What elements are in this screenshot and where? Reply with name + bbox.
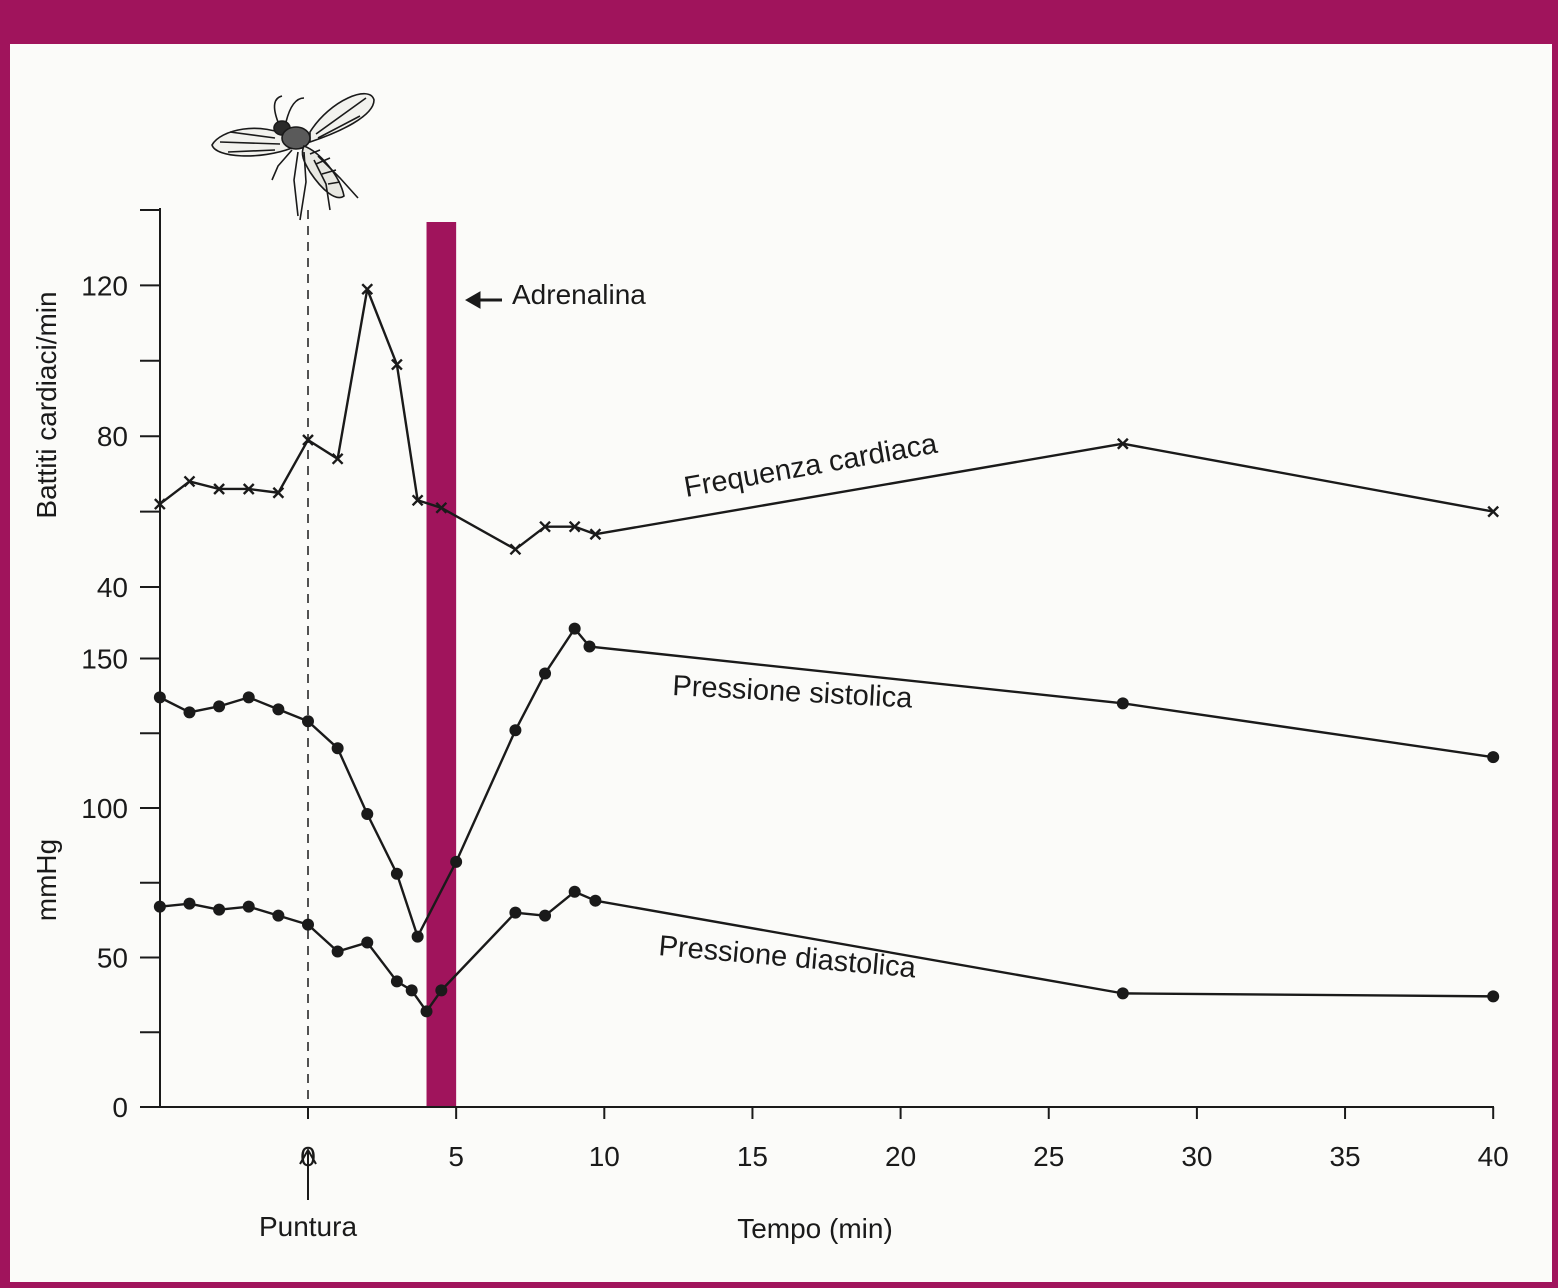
x-tick-label: 25: [1033, 1141, 1064, 1172]
data-point: [302, 434, 314, 446]
data-point: [213, 903, 226, 916]
x-tick-label: 15: [737, 1141, 768, 1172]
data-point: [154, 498, 166, 510]
data-point: [361, 807, 374, 820]
data-point: [435, 501, 448, 514]
data-point: [390, 867, 403, 880]
data-point: [420, 1005, 433, 1018]
data-point: [153, 900, 166, 913]
data-point: [509, 543, 522, 556]
y-ticks-pressure: 0 50 100 150: [81, 644, 160, 1123]
series-heart-rate: [154, 283, 1500, 556]
data-point: [568, 622, 581, 635]
y-tick-label: 40: [97, 572, 128, 603]
data-point: [435, 984, 448, 997]
series-systolic: [153, 622, 1500, 943]
y-tick-label: 150: [81, 644, 128, 675]
data-point: [153, 691, 166, 704]
data-point: [539, 667, 552, 680]
data-point: [213, 700, 226, 713]
data-point: [1116, 697, 1129, 710]
series-label-diastolic: Pressione diastolica: [657, 930, 918, 984]
y-axis-label-pressure: mmHg: [31, 839, 62, 921]
wasp-icon: [211, 93, 375, 221]
data-point: [411, 494, 424, 507]
series-line: [159, 287, 1494, 551]
y-tick-label: 100: [81, 793, 128, 824]
data-point: [272, 703, 285, 716]
data-point: [272, 486, 285, 499]
data-point: [1487, 990, 1500, 1003]
sting-arrow-icon: [299, 1147, 317, 1200]
data-point: [361, 283, 374, 296]
data-point: [183, 475, 196, 488]
data-point: [242, 900, 255, 913]
adrenaline-bar: [426, 222, 457, 1107]
data-point: [1487, 505, 1500, 518]
data-point: [391, 358, 403, 371]
data-point: [411, 930, 424, 943]
data-point: [1116, 437, 1129, 450]
x-tick-label: 30: [1181, 1141, 1212, 1172]
data-point: [331, 742, 344, 755]
data-point: [331, 452, 344, 465]
x-axis-label: Tempo (min): [737, 1213, 893, 1244]
data-point: [302, 715, 314, 728]
y-tick-label: 80: [97, 421, 128, 452]
adrenaline-arrow-icon: [464, 291, 502, 309]
y-tick-label: 0: [112, 1092, 128, 1123]
data-point: [302, 918, 314, 931]
header-band: [0, 0, 1558, 44]
x-ticks: 0 5 10 15 20 25 30 35 40: [300, 1107, 1509, 1172]
data-point: [509, 724, 522, 737]
data-point: [1116, 987, 1129, 1000]
x-tick-label: 40: [1478, 1141, 1509, 1172]
data-point: [589, 894, 602, 907]
sting-label: Puntura: [259, 1211, 357, 1242]
data-point: [583, 640, 596, 653]
data-point: [213, 483, 225, 495]
data-point: [539, 909, 552, 922]
x-tick-label: 35: [1329, 1141, 1360, 1172]
data-point: [390, 975, 403, 988]
data-point: [405, 984, 418, 997]
data-point: [450, 855, 463, 868]
data-point: [272, 909, 285, 922]
data-point: [242, 483, 255, 495]
data-point: [1487, 751, 1500, 764]
y-tick-label: 120: [81, 270, 128, 301]
x-tick-label: 20: [885, 1141, 916, 1172]
data-point: [568, 885, 581, 898]
y-axis-label-heart-rate: Battiti cardiaci/min: [31, 291, 62, 518]
y-tick-label: 50: [97, 943, 128, 974]
data-point: [509, 906, 522, 919]
adrenaline-label: Adrenalina: [512, 279, 646, 310]
series-line: [159, 627, 1494, 938]
x-tick-label: 5: [448, 1141, 464, 1172]
series-label-heart-rate: Frequenza cardiaca: [682, 428, 941, 504]
x-tick-label: 10: [589, 1141, 620, 1172]
data-point: [361, 936, 374, 949]
data-point: [242, 691, 255, 704]
series-diastolic: [153, 885, 1500, 1018]
y-ticks-heart-rate: 40 80 120: [81, 209, 160, 603]
data-point: [331, 945, 344, 958]
data-point: [568, 520, 581, 533]
data-point: [539, 520, 551, 533]
data-point: [183, 897, 196, 910]
data-point: [589, 528, 602, 541]
data-point: [183, 706, 196, 719]
